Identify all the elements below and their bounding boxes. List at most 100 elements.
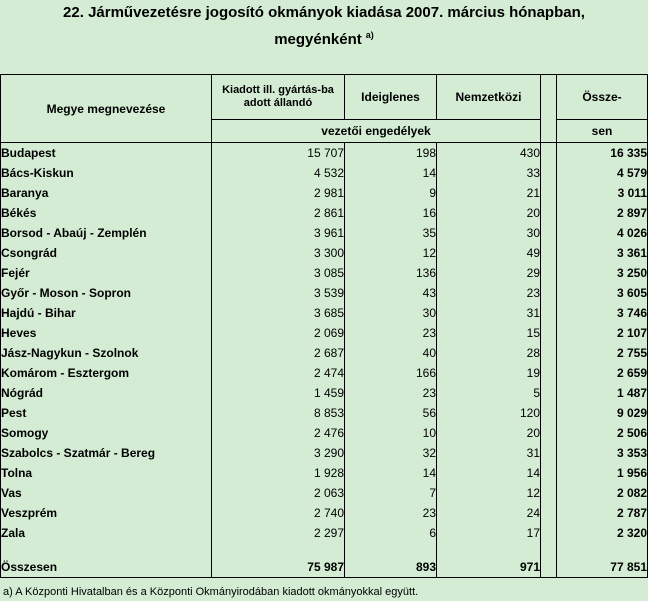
spacer-cell [211,543,345,557]
issued-permanent-value: 3 961 [211,223,345,243]
issued-permanent-value: 15 707 [211,142,345,163]
international-value: 15 [436,323,541,343]
issued-permanent-value: 2 981 [211,183,345,203]
total-value: 3 605 [556,283,648,303]
temporary-value: 7 [344,483,437,503]
temporary-value: 10 [344,423,437,443]
county-name: Zala [0,523,212,543]
row-gap [540,443,557,463]
table-row: Nógrád 1 459 23 5 1 487 [0,383,648,403]
table-row: Vas 2 063 7 12 2 082 [0,483,648,503]
issued-permanent-value: 3 300 [211,243,345,263]
international-value: 30 [436,223,541,243]
county-name: Győr - Moson - Sopron [0,283,212,303]
international-value: 21 [436,183,541,203]
temporary-value: 198 [344,142,437,163]
county-name: Borsod - Abaúj - Zemplén [0,223,212,243]
county-name: Heves [0,323,212,343]
issued-permanent-value: 4 532 [211,163,345,183]
international-value: 14 [436,463,541,483]
issued-permanent-value: 3 539 [211,283,345,303]
temporary-value: 12 [344,243,437,263]
row-gap [540,503,557,523]
total-value: 77 851 [556,557,648,578]
total-value: 2 755 [556,343,648,363]
total-value: 3 353 [556,443,648,463]
county-name: Fejér [0,263,212,283]
temporary-value: 9 [344,183,437,203]
total-value: 2 659 [556,363,648,383]
row-gap [540,523,557,543]
temporary-value: 6 [344,523,437,543]
international-value: 20 [436,203,541,223]
table-row: Csongrád 3 300 12 49 3 361 [0,243,648,263]
issued-permanent-value: 3 085 [211,263,345,283]
spacer-row [0,543,648,557]
issued-permanent-value: 1 459 [211,383,345,403]
table-row: Baranya 2 981 9 21 3 011 [0,183,648,203]
row-gap [540,243,557,263]
total-value: 1 956 [556,463,648,483]
county-name: Tolna [0,463,212,483]
row-gap [540,463,557,483]
total-value: 2 506 [556,423,648,443]
table-row: Komárom - Esztergom 2 474 166 19 2 659 [0,363,648,383]
table-row: Szabolcs - Szatmár - Bereg 3 290 32 31 3 353 [0,443,648,463]
international-value: 120 [436,403,541,423]
international-value: 31 [436,443,541,463]
table-row: Budapest 15 707 198 430 16 335 [0,142,648,163]
temporary-value: 166 [344,363,437,383]
county-name: Komárom - Esztergom [0,363,212,383]
county-name: Pest [0,403,212,423]
international-value: 33 [436,163,541,183]
total-value: 2 082 [556,483,648,503]
table-title: 22. Járművezetésre jogosító okmányok kia… [0,2,648,51]
county-name: Somogy [0,423,212,443]
issued-permanent-value: 3 685 [211,303,345,323]
row-gap [540,263,557,283]
table-row: Jász-Nagykun - Szolnok 2 687 40 28 2 755 [0,343,648,363]
data-table: Megye megnevezése Kiadott ill. gyártás-b… [0,74,648,578]
total-value: 4 026 [556,223,648,243]
international-value: 31 [436,303,541,323]
issued-permanent-value: 2 474 [211,363,345,383]
row-gap [540,323,557,343]
row-gap [540,363,557,383]
table-row: Zala 2 297 6 17 2 320 [0,523,648,543]
row-gap [540,557,557,578]
temporary-value: 16 [344,203,437,223]
issued-permanent-value: 1 928 [211,463,345,483]
issued-permanent-value: 3 290 [211,443,345,463]
spacer-cell [436,543,541,557]
international-value: 29 [436,263,541,283]
table-row: Győr - Moson - Sopron 3 539 43 23 3 605 [0,283,648,303]
table-row: Heves 2 069 23 15 2 107 [0,323,648,343]
table-body: Budapest 15 707 198 430 16 335 Bács-Kiskun 4 5… [0,142,648,578]
county-name: Csongrád [0,243,212,263]
row-gap [540,163,557,183]
county-header: Megye megnevezése [0,74,212,143]
international-value: 12 [436,483,541,503]
table-row: Veszprém 2 740 23 24 2 787 [0,503,648,523]
table-row: Bács-Kiskun 4 532 14 33 4 579 [0,163,648,183]
county-name: Veszprém [0,503,212,523]
total-value: 2 320 [556,523,648,543]
total-value: 2 787 [556,503,648,523]
total-value: 4 579 [556,163,648,183]
issued-permanent-value: 2 063 [211,483,345,503]
temporary-value: 14 [344,463,437,483]
temporary-header: Ideiglenes [344,74,437,120]
county-name: Szabolcs - Szatmár - Bereg [0,443,212,463]
total-header-bottom: sen [556,119,648,143]
table-row: Fejér 3 085 136 29 3 250 [0,263,648,283]
spacer-cell [540,543,557,557]
temporary-value: 136 [344,263,437,283]
county-name: Összesen [0,557,212,578]
total-value: 16 335 [556,142,648,163]
title-footnote-marker: a) [365,30,374,40]
temporary-value: 40 [344,343,437,363]
issued-permanent-value: 2 687 [211,343,345,363]
title-line-1: 22. Járművezetésre jogosító okmányok kia… [63,4,585,21]
international-value: 24 [436,503,541,523]
total-value: 3 746 [556,303,648,323]
